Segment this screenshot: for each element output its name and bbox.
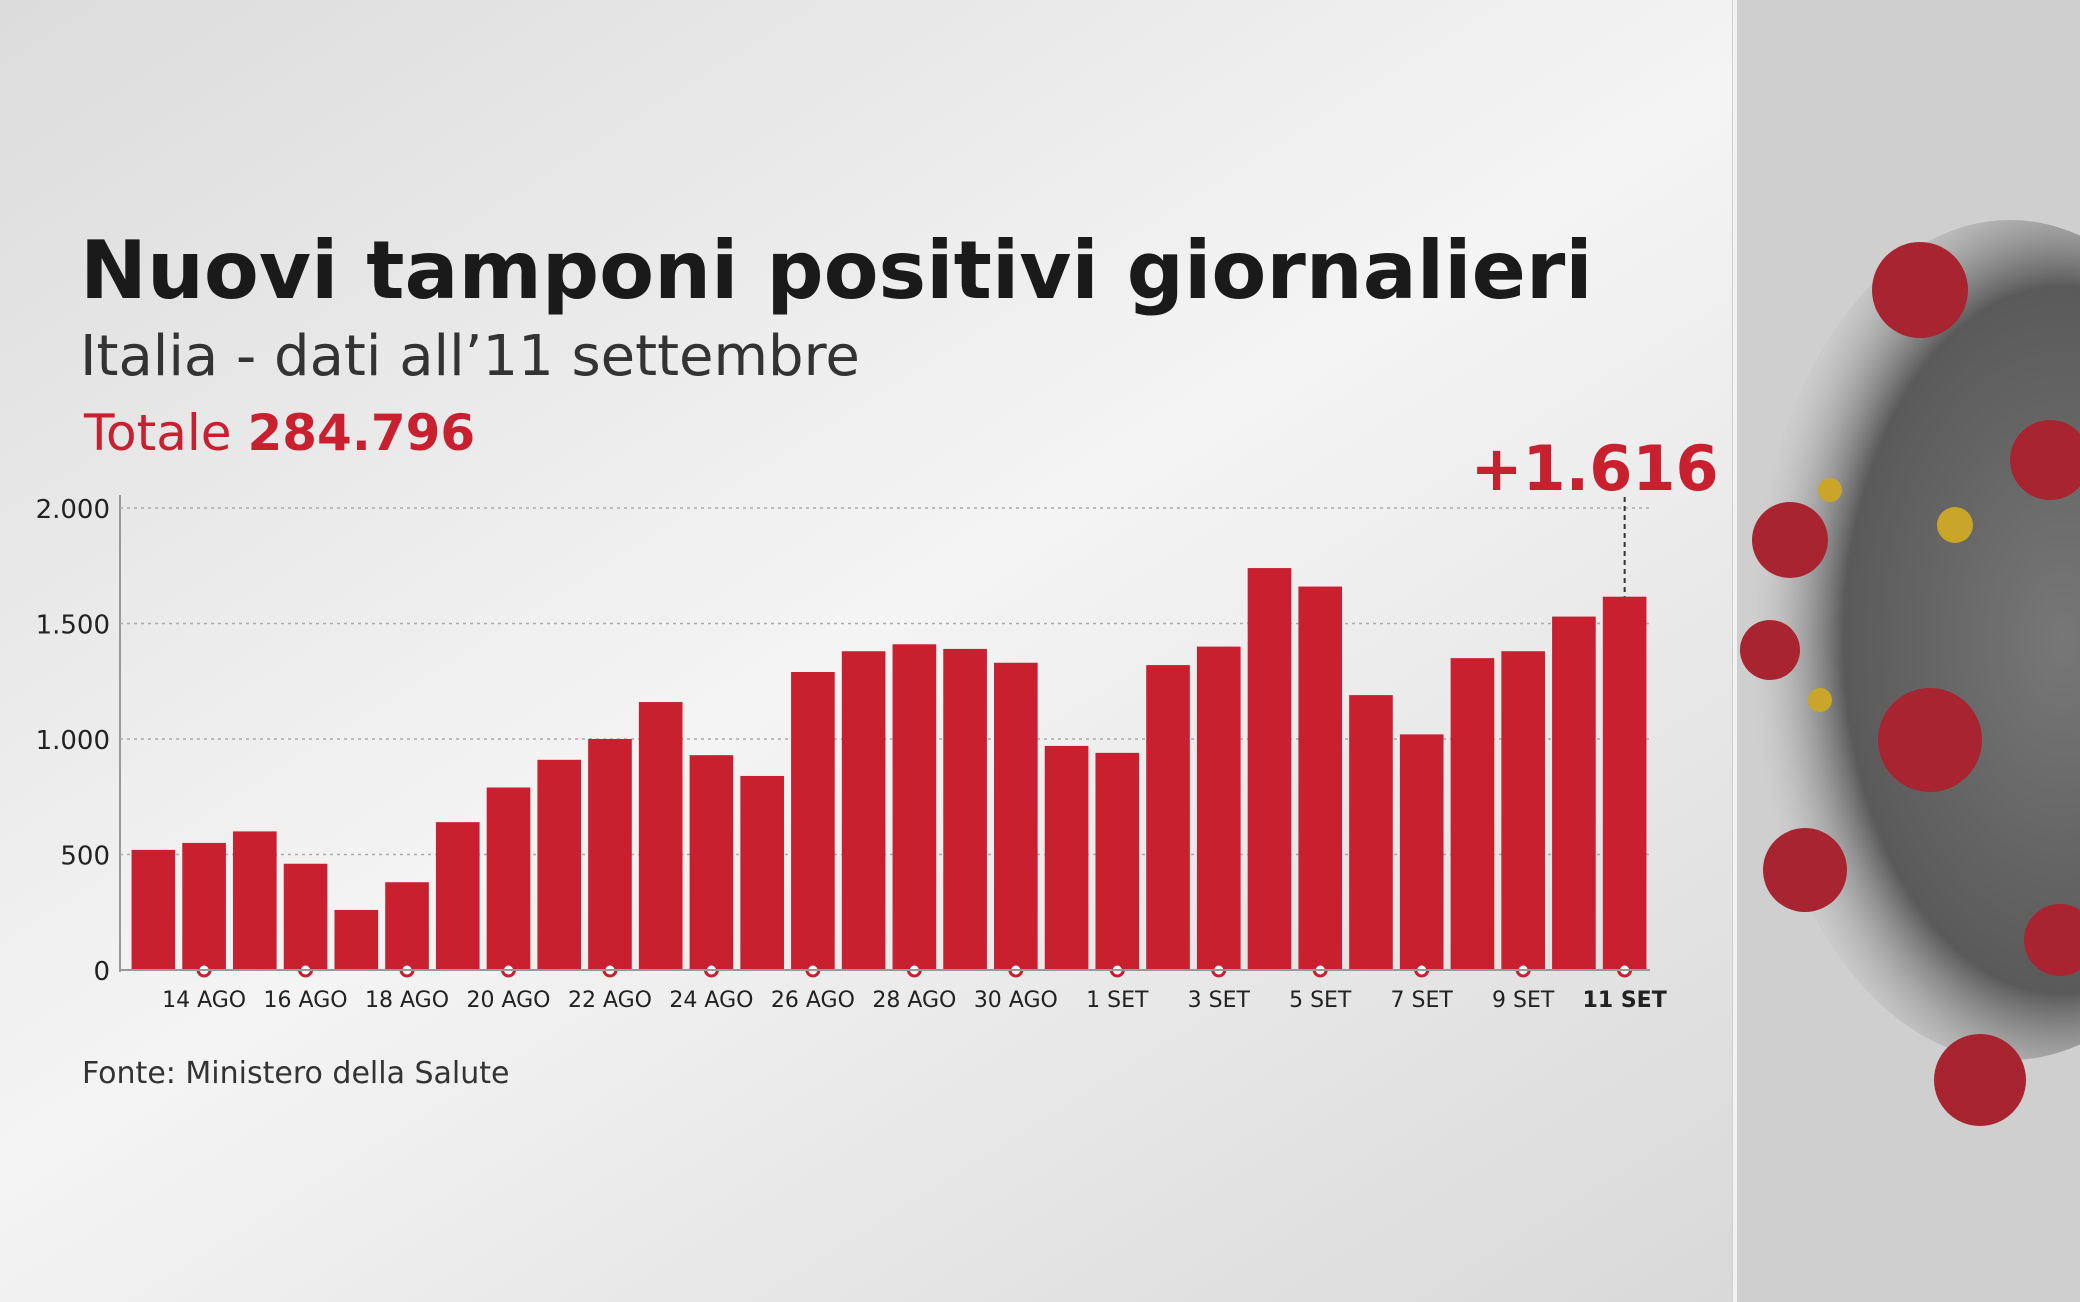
bar	[435, 822, 480, 970]
x-tick-label: 28 AGO	[872, 988, 956, 1013]
bar	[689, 755, 734, 970]
x-tick-label: 9 SET	[1492, 988, 1555, 1013]
bar	[1298, 586, 1343, 970]
total-label: Totale	[83, 404, 232, 462]
bar	[1044, 745, 1089, 970]
bar	[994, 662, 1038, 970]
y-tick-label: 500	[60, 842, 110, 872]
bar	[334, 909, 379, 970]
bar	[1399, 734, 1444, 970]
x-tick-label: 18 AGO	[365, 988, 449, 1013]
x-tick-label: 20 AGO	[466, 988, 550, 1013]
bar	[943, 648, 987, 970]
virus-dots	[1808, 478, 1973, 712]
bar	[537, 759, 582, 970]
x-tick-label: 16 AGO	[264, 988, 348, 1013]
chart-subtitle: Italia - dati all’11 settembre	[80, 324, 860, 389]
bar	[1501, 651, 1545, 970]
virus-spikes	[1740, 242, 2080, 1126]
bar	[486, 787, 531, 970]
x-tick-label: 30 AGO	[974, 988, 1058, 1013]
y-tick-label: 1.500	[36, 611, 110, 641]
x-tick-label: 24 AGO	[669, 988, 753, 1013]
bar	[233, 831, 277, 970]
total-line: Totale 284.796	[83, 404, 475, 462]
x-tick-label: 3 SET	[1188, 988, 1251, 1013]
bar	[283, 863, 328, 970]
chart-title: Nuovi tamponi positivi giornalieri	[80, 224, 1593, 317]
x-tick-label: 22 AGO	[568, 988, 652, 1013]
y-tick-label: 1.000	[36, 726, 110, 756]
bar	[1602, 596, 1647, 970]
y-tick-label: 0	[93, 957, 110, 987]
bar	[892, 644, 937, 970]
x-tick-label: 1 SET	[1086, 988, 1149, 1013]
x-tick-label: 5 SET	[1289, 988, 1352, 1013]
bar	[1247, 568, 1292, 970]
x-tick-label: 26 AGO	[771, 988, 855, 1013]
bar	[385, 882, 429, 970]
bar	[182, 842, 226, 970]
bar	[638, 702, 683, 970]
bar	[791, 672, 835, 970]
bar	[1450, 658, 1495, 970]
bar	[588, 739, 632, 970]
bar	[1146, 665, 1190, 970]
annotation: +1.616	[1471, 432, 1719, 505]
total-value: 284.796	[247, 404, 475, 462]
bar	[1095, 752, 1140, 970]
x-tick-label: 7 SET	[1391, 988, 1454, 1013]
y-tick-label: 2.000	[36, 495, 110, 525]
bar	[740, 775, 784, 970]
x-tick-label: 14 AGO	[162, 988, 246, 1013]
bar	[131, 849, 176, 970]
source: Fonte: Ministero della Salute	[82, 1056, 510, 1091]
bar	[841, 651, 886, 970]
bar	[1552, 616, 1596, 970]
x-tick-label: 11 SET	[1583, 988, 1667, 1013]
bar	[1349, 695, 1393, 970]
bar	[1196, 646, 1241, 970]
